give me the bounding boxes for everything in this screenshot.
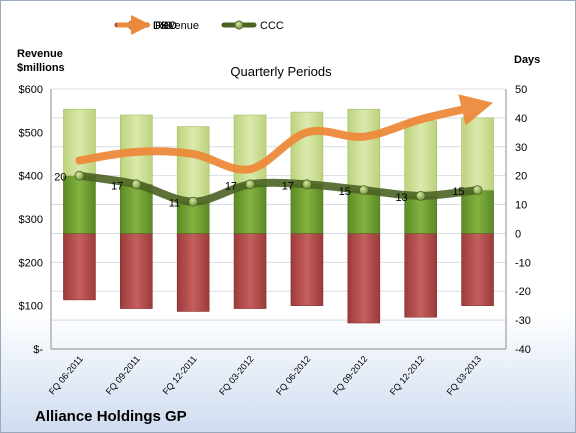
dpo-bar [404, 233, 437, 318]
revenue-line [75, 94, 494, 174]
ccc-data-label: 15 [339, 186, 351, 198]
ccc-point [415, 190, 426, 201]
dio-bar [233, 184, 267, 234]
x-tick-label: FQ 09-2011 [104, 354, 142, 397]
y-right-tick-label: -10 [515, 257, 531, 269]
y-right-tick-label: 50 [515, 84, 527, 96]
company-name: Alliance Holdings GP [35, 408, 187, 425]
legend-marker [234, 20, 244, 30]
legend-label: DSO [153, 20, 177, 32]
x-tick-label: FQ 12-2011 [161, 354, 199, 397]
x-tick-label: FQ 03-2013 [445, 354, 484, 397]
dpo-bar [461, 233, 494, 306]
dio-bar [63, 175, 96, 234]
x-tick-label: FQ 03-2012 [217, 354, 256, 397]
dso-bar [461, 117, 494, 191]
ccc-data-label: 15 [452, 186, 464, 198]
y-left-tick-label: $- [33, 344, 43, 356]
y-left-tick-label: $200 [19, 257, 43, 269]
legend-label: Revenue [155, 20, 199, 32]
ccc-point [302, 179, 312, 190]
bars [63, 108, 494, 324]
ccc-data-label: 13 [395, 192, 407, 204]
dpo-bar [347, 233, 381, 324]
dpo-bar [176, 233, 210, 312]
legend-item-ccc: CCC [221, 20, 284, 32]
dso-bar [233, 114, 267, 185]
ccc-data-label: 17 [282, 180, 294, 192]
legend-item-revenue: Revenue [117, 15, 199, 35]
y-left-axis-label-line1: Revenue [17, 48, 63, 60]
dpo-bar [290, 233, 324, 306]
ccc-point [74, 170, 85, 181]
y-right-tick-label: -30 [515, 315, 531, 327]
x-tick-label: FQ 06-2012 [274, 354, 313, 397]
dio-bar [120, 184, 153, 234]
dio-bar [461, 189, 494, 234]
gridlines [51, 88, 506, 350]
legend-label: DPO [153, 20, 177, 32]
ccc-data-label: 17 [111, 180, 123, 192]
dso-bar [404, 120, 437, 197]
y-right-axis-label: Days [514, 54, 540, 66]
ccc-point [472, 185, 483, 196]
y-right-tick-label: -20 [515, 286, 531, 298]
y-left-tick-label: $100 [19, 301, 43, 313]
dpo-bar [63, 233, 96, 301]
dpo-bar [233, 233, 267, 309]
y-left-tick-label: $500 [19, 127, 43, 139]
y-left-tick-label: $400 [19, 171, 43, 183]
y-left-tick-label: $300 [19, 214, 43, 226]
y-right-tick-label: 30 [515, 142, 527, 154]
ccc-data-label: 20 [54, 172, 66, 184]
legend-label: DIO [153, 20, 173, 32]
y-left-axis-label-line2: $millions [17, 62, 65, 74]
x-tick-label: FQ 06-2011 [47, 354, 85, 397]
dso-bar [290, 111, 324, 185]
ccc-data-label: 17 [225, 180, 237, 192]
y-right-tick-label: 20 [515, 171, 527, 183]
ccc-point [188, 196, 199, 207]
lines: 20 17 11 17 17 15 13 15 [54, 94, 494, 210]
ccc-data-label: 11 [169, 198, 180, 210]
y-left-tick-label: $600 [19, 84, 43, 96]
dso-bar [176, 126, 210, 202]
y-right-tick-label: 40 [515, 113, 527, 125]
ccc-point [131, 179, 142, 190]
dpo-bar [120, 233, 153, 309]
x-tick-label: FQ 09-2012 [331, 354, 370, 397]
y-right-tick-label: 10 [515, 200, 527, 212]
dso-bar [63, 108, 96, 176]
dso-bar [347, 108, 381, 191]
dio-bar [404, 195, 437, 234]
ccc-point [358, 185, 369, 196]
legend-label: CCC [260, 20, 284, 32]
y-right-tick-label: 0 [515, 228, 521, 240]
dio-bar [347, 189, 381, 234]
chart-title: Quarterly Periods [230, 64, 332, 79]
y-right-tick-label: -40 [515, 344, 531, 356]
ccc-point [245, 179, 255, 190]
dio-bar [290, 184, 324, 234]
x-tick-label: FQ 12-2012 [388, 354, 427, 397]
